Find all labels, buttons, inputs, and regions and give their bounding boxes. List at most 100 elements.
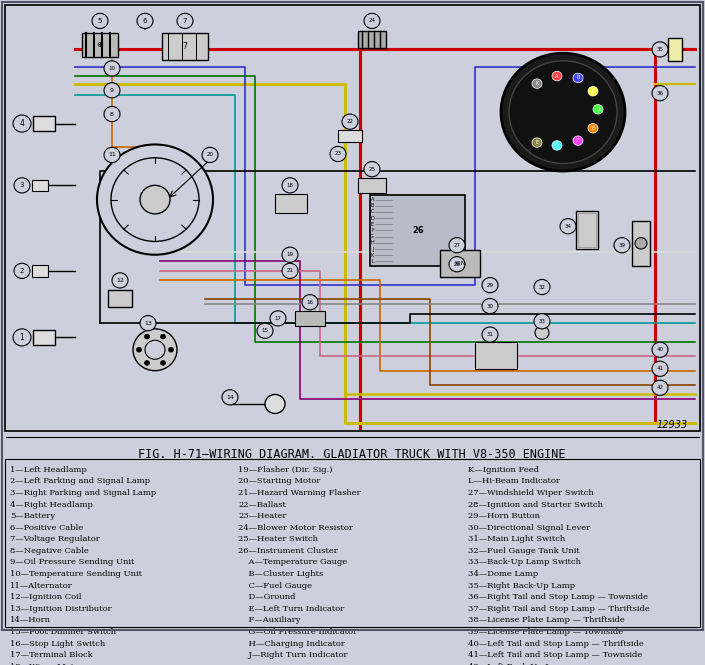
Circle shape (573, 136, 583, 146)
Text: C—Fuel Gauge: C—Fuel Gauge (238, 582, 312, 590)
Text: 21: 21 (286, 269, 293, 273)
Text: 26—Instrument Cluster: 26—Instrument Cluster (238, 547, 338, 555)
Circle shape (282, 178, 298, 193)
Text: B: B (371, 203, 374, 208)
Text: 36: 36 (656, 90, 663, 96)
Circle shape (202, 148, 218, 162)
Text: 12933: 12933 (657, 420, 688, 430)
Text: 14—Horn: 14—Horn (10, 616, 51, 624)
Circle shape (509, 61, 617, 164)
Text: FIG. H-71—WIRING DIAGRAM. GLADIATOR TRUCK WITH V8-350 ENGINE: FIG. H-71—WIRING DIAGRAM. GLADIATOR TRUC… (138, 448, 565, 461)
Text: K: K (371, 253, 374, 258)
Circle shape (14, 263, 30, 279)
Text: 2—Left Parking and Signal Lamp: 2—Left Parking and Signal Lamp (10, 477, 150, 485)
Circle shape (560, 219, 576, 234)
Text: 32: 32 (539, 285, 546, 289)
Text: A: A (371, 197, 374, 202)
Text: 9: 9 (110, 88, 114, 93)
Text: 6: 6 (142, 18, 147, 24)
Circle shape (282, 247, 298, 262)
Circle shape (364, 13, 380, 29)
Bar (475, 342, 517, 369)
Bar (632, 221, 650, 266)
Circle shape (552, 71, 562, 80)
Bar (578, 213, 596, 247)
Text: 5: 5 (98, 18, 102, 24)
Circle shape (140, 186, 170, 214)
Text: K—Ignition Feed: K—Ignition Feed (468, 465, 539, 473)
Text: A: A (556, 74, 558, 78)
Text: ⊕: ⊕ (97, 40, 104, 49)
Circle shape (104, 82, 120, 98)
Text: J: J (372, 247, 374, 251)
Circle shape (222, 390, 238, 405)
Circle shape (140, 316, 156, 331)
Text: 4—Right Headlamp: 4—Right Headlamp (10, 501, 93, 509)
Text: 3—Right Parking and Signal Lamp: 3—Right Parking and Signal Lamp (10, 489, 156, 497)
Text: A—Temperature Gauge: A—Temperature Gauge (238, 559, 348, 567)
Text: H—Charging Indicator: H—Charging Indicator (238, 640, 345, 648)
Bar (33, 116, 55, 131)
Circle shape (482, 277, 498, 293)
Text: J—Right Turn Indicator: J—Right Turn Indicator (238, 651, 348, 659)
Circle shape (534, 279, 550, 295)
Text: 3: 3 (20, 182, 24, 188)
Text: 24—Blower Motor Resistor: 24—Blower Motor Resistor (238, 524, 353, 532)
Text: 11—Alternator: 11—Alternator (10, 582, 73, 590)
Circle shape (265, 394, 285, 414)
Text: 15—Foot Dimmer Switch: 15—Foot Dimmer Switch (10, 628, 116, 636)
Text: F: F (372, 228, 374, 233)
Circle shape (104, 106, 120, 122)
Text: 18—Wiper Motor: 18—Wiper Motor (10, 663, 83, 665)
Text: 17: 17 (274, 316, 281, 321)
Text: 14: 14 (226, 395, 234, 400)
Circle shape (14, 178, 30, 193)
Text: 18: 18 (286, 183, 293, 188)
Circle shape (614, 237, 630, 253)
Text: D—Ground: D—Ground (238, 593, 295, 601)
Bar (32, 265, 48, 277)
Text: 1—Left Headlamp: 1—Left Headlamp (10, 465, 87, 473)
Bar (338, 130, 362, 142)
Bar (82, 33, 118, 57)
Text: 20—Starting Motor: 20—Starting Motor (238, 477, 320, 485)
Text: 41: 41 (656, 366, 663, 371)
Circle shape (652, 361, 668, 376)
Text: 36—Right Tail and Stop Lamp — Townside: 36—Right Tail and Stop Lamp — Townside (468, 593, 648, 601)
Text: F—Auxiliary: F—Auxiliary (238, 616, 300, 624)
Text: 19—Flasher (Dir. Sig.): 19—Flasher (Dir. Sig.) (238, 465, 333, 473)
Text: 12: 12 (116, 278, 124, 283)
Circle shape (652, 42, 668, 57)
Circle shape (652, 86, 668, 101)
Text: 5—Battery: 5—Battery (10, 512, 55, 520)
Circle shape (97, 144, 213, 255)
Circle shape (104, 61, 120, 76)
Circle shape (532, 138, 542, 148)
Circle shape (535, 326, 549, 339)
Text: IGN: IGN (454, 261, 466, 266)
Circle shape (145, 340, 165, 359)
Circle shape (104, 148, 120, 162)
Text: 30: 30 (486, 303, 494, 309)
Text: 25—Heater Switch: 25—Heater Switch (238, 535, 318, 543)
Bar (358, 31, 386, 49)
Text: 39—License Plate Lamp — Townside: 39—License Plate Lamp — Townside (468, 628, 623, 636)
Circle shape (257, 323, 273, 338)
Text: 33—Back-Up Lamp Switch: 33—Back-Up Lamp Switch (468, 559, 581, 567)
Circle shape (282, 263, 298, 279)
Text: E: E (535, 140, 539, 145)
Text: 16: 16 (307, 300, 314, 305)
Text: 22—Ballast: 22—Ballast (238, 501, 286, 509)
Text: 7: 7 (183, 42, 188, 51)
Text: 34: 34 (565, 223, 572, 229)
Circle shape (137, 347, 142, 352)
Circle shape (588, 124, 598, 133)
Text: 34—Dome Lamp: 34—Dome Lamp (468, 570, 538, 578)
Text: 42: 42 (656, 385, 663, 390)
Text: H: H (370, 240, 374, 245)
Text: 12—Ignition Coil: 12—Ignition Coil (10, 593, 82, 601)
Text: F: F (577, 138, 580, 143)
Text: 13—Ignition Distributor: 13—Ignition Distributor (10, 605, 111, 613)
Circle shape (92, 13, 108, 29)
Text: 28—Ignition and Starter Switch: 28—Ignition and Starter Switch (468, 501, 603, 509)
